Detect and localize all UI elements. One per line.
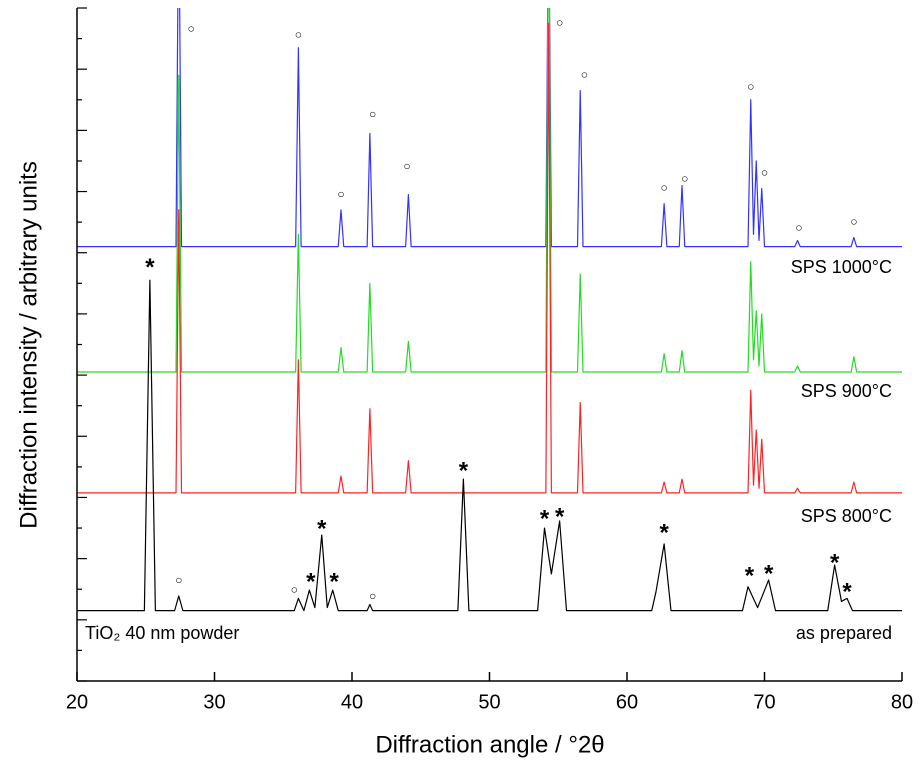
anatase-marker: * (540, 505, 550, 532)
rutile-marker: ○ (337, 187, 344, 201)
rutile-marker: ○ (661, 181, 668, 195)
x-tick-label: 70 (753, 691, 775, 713)
series-label: SPS 900°C (801, 381, 892, 401)
anatase-marker: * (745, 562, 755, 589)
series-label: SPS 1000°C (791, 257, 892, 277)
rutile-marker: ○ (795, 220, 802, 234)
anatase-marker: * (842, 579, 852, 606)
anatase-marker: * (317, 515, 327, 542)
rutile-marker: ○ (369, 589, 376, 603)
anatase-marker: * (764, 560, 774, 587)
x-tick-label: 40 (341, 691, 363, 713)
rutile-marker: ○ (850, 214, 857, 228)
rutile-marker: ○ (747, 80, 754, 94)
x-tick-label: 80 (891, 691, 913, 713)
rutile-marker: ○ (295, 28, 302, 42)
rutile-marker: ○ (556, 15, 563, 29)
rutile-marker: ○ (681, 171, 688, 185)
y-axis-label: Diffraction intensity / arbitrary units (15, 161, 42, 529)
x-tick-label: 30 (203, 691, 225, 713)
anatase-marker: * (830, 549, 840, 576)
x-axis-label: Diffraction angle / °2θ (375, 731, 604, 758)
rutile-marker: ○ (188, 22, 195, 36)
anatase-marker: * (555, 503, 565, 530)
rutile-marker: ○ (291, 582, 298, 596)
anatase-marker: * (329, 568, 339, 595)
spectrum-line (77, 279, 902, 612)
anatase-marker: * (459, 457, 469, 484)
x-tick-label: 50 (478, 691, 500, 713)
series-label: SPS 800°C (801, 506, 892, 526)
series-label: as prepared (796, 623, 892, 643)
plot-area (77, 8, 902, 612)
spectrum-line (77, 8, 902, 373)
rutile-marker: ○ (175, 573, 182, 587)
rutile-marker: ○ (581, 67, 588, 81)
sample-label: TiO₂ 40 nm powder (85, 623, 239, 643)
anatase-marker: * (659, 519, 669, 546)
anatase-marker: * (306, 568, 316, 595)
rutile-marker: ○ (761, 165, 768, 179)
spectrum-line (77, 22, 902, 494)
anatase-marker: * (145, 254, 155, 281)
rutile-marker: ○ (403, 159, 410, 173)
rutile-marker: ○ (369, 107, 376, 121)
spectrum-line (77, 8, 902, 248)
x-tick-label: 60 (616, 691, 638, 713)
x-tick-label: 20 (66, 691, 88, 713)
